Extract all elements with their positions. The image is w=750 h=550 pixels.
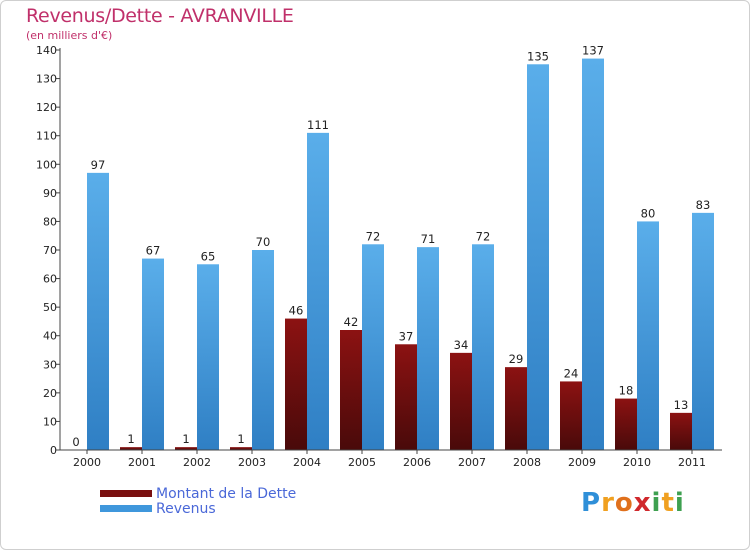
data-label-montant-de-la-dette-2010: 18 <box>619 384 634 398</box>
data-label-montant-de-la-dette-2000: 0 <box>72 435 79 449</box>
bar-montant-de-la-dette-2010 <box>615 398 637 450</box>
y-tick-label-80: 80 <box>43 215 57 228</box>
data-label-montant-de-la-dette-2002: 1 <box>182 432 189 446</box>
data-label-revenus-2003: 70 <box>256 235 271 249</box>
x-tick-label-2010: 2010 <box>623 456 651 469</box>
data-label-revenus-2007: 72 <box>476 229 491 243</box>
data-label-revenus-2009: 137 <box>582 44 604 58</box>
y-tick-label-60: 60 <box>43 273 57 286</box>
legend-swatch-debt <box>100 490 152 497</box>
legend-item-revenue: Revenus <box>100 500 296 517</box>
data-label-montant-de-la-dette-2007: 34 <box>454 338 469 352</box>
logo-letter: i <box>674 488 685 518</box>
x-tick-label-2000: 2000 <box>73 456 101 469</box>
data-label-revenus-2008: 135 <box>527 49 549 63</box>
x-tick-label-2001: 2001 <box>128 456 156 469</box>
logo-letter: o <box>614 488 634 518</box>
x-tick-label-2003: 2003 <box>238 456 266 469</box>
bar-revenus-2000 <box>87 172 109 450</box>
data-label-montant-de-la-dette-2009: 24 <box>564 366 579 380</box>
y-tick-label-90: 90 <box>43 187 57 200</box>
data-label-montant-de-la-dette-2004: 46 <box>289 304 304 318</box>
y-tick-label-140: 140 <box>36 44 57 57</box>
data-label-montant-de-la-dette-2003: 1 <box>237 432 244 446</box>
data-label-revenus-2011: 83 <box>696 198 711 212</box>
bar-montant-de-la-dette-2009 <box>560 381 582 450</box>
bar-montant-de-la-dette-2008 <box>505 367 527 450</box>
y-tick-label-70: 70 <box>43 244 57 257</box>
data-label-revenus-2001: 67 <box>146 244 161 258</box>
bar-montant-de-la-dette-2007 <box>450 352 472 450</box>
chart-subtitle: (en milliers d'€) <box>26 29 113 42</box>
bar-revenus-2006 <box>417 247 439 450</box>
data-label-revenus-2005: 72 <box>366 229 381 243</box>
y-tick-label-20: 20 <box>43 387 57 400</box>
legend-label-revenue: Revenus <box>156 500 216 517</box>
y-tick-label-120: 120 <box>36 101 57 114</box>
x-tick-label-2002: 2002 <box>183 456 211 469</box>
y-tick-label-30: 30 <box>43 358 57 371</box>
x-tick-label-2005: 2005 <box>348 456 376 469</box>
data-label-revenus-2000: 97 <box>91 158 106 172</box>
proxiti-logo: Proxiti <box>581 488 685 518</box>
y-tick-label-10: 10 <box>43 415 57 428</box>
bar-revenus-2011 <box>692 212 714 450</box>
y-tick-label-40: 40 <box>43 330 57 343</box>
data-label-montant-de-la-dette-2006: 37 <box>399 329 414 343</box>
data-label-montant-de-la-dette-2008: 29 <box>509 352 524 366</box>
x-tick-label-2007: 2007 <box>458 456 486 469</box>
y-tick-label-50: 50 <box>43 301 57 314</box>
x-tick-label-2009: 2009 <box>568 456 596 469</box>
data-label-revenus-2006: 71 <box>421 232 436 246</box>
bar-montant-de-la-dette-2002 <box>175 447 197 450</box>
legend: Montant de la Dette Revenus <box>100 485 297 517</box>
y-tick-label-0: 0 <box>50 444 57 457</box>
data-label-montant-de-la-dette-2005: 42 <box>344 315 359 329</box>
x-tick-label-2011: 2011 <box>678 456 706 469</box>
bar-revenus-2002 <box>197 264 219 450</box>
logo-letter: x <box>633 488 652 518</box>
bar-revenus-2010 <box>637 221 659 450</box>
x-tick-label-2004: 2004 <box>293 456 321 469</box>
legend-item-debt: Montant de la Dette <box>100 485 297 502</box>
bar-montant-de-la-dette-2003 <box>230 447 252 450</box>
logo-letter: P <box>581 488 602 518</box>
logo-letter: t <box>661 488 675 518</box>
bar-revenus-2001 <box>142 258 164 450</box>
bar-montant-de-la-dette-2006 <box>395 344 417 450</box>
logo-letter: i <box>651 488 662 518</box>
y-tick-label-110: 110 <box>36 130 57 143</box>
bar-revenus-2004 <box>307 132 329 450</box>
data-label-revenus-2010: 80 <box>641 206 656 220</box>
bar-montant-de-la-dette-2004 <box>285 318 307 450</box>
bar-montant-de-la-dette-2011 <box>670 412 692 450</box>
bar-revenus-2008 <box>527 64 549 451</box>
data-label-revenus-2002: 65 <box>201 249 216 263</box>
y-tick-label-100: 100 <box>36 158 57 171</box>
data-label-revenus-2004: 111 <box>307 118 329 132</box>
bar-revenus-2005 <box>362 244 384 450</box>
data-label-montant-de-la-dette-2001: 1 <box>127 432 134 446</box>
bar-montant-de-la-dette-2005 <box>340 330 362 450</box>
logo-letter: r <box>601 488 615 518</box>
legend-label-debt: Montant de la Dette <box>156 485 297 502</box>
x-tick-label-2006: 2006 <box>403 456 431 469</box>
y-tick-label-130: 130 <box>36 73 57 86</box>
bar-revenus-2009 <box>582 58 604 450</box>
legend-swatch-revenue <box>100 505 152 512</box>
x-tick-label-2008: 2008 <box>513 456 541 469</box>
bar-revenus-2003 <box>252 250 274 450</box>
data-label-montant-de-la-dette-2011: 13 <box>674 398 689 412</box>
bar-revenus-2007 <box>472 244 494 450</box>
chart-title: Revenus/Dette - AVRANVILLE <box>26 5 294 27</box>
bar-montant-de-la-dette-2001 <box>120 447 142 450</box>
